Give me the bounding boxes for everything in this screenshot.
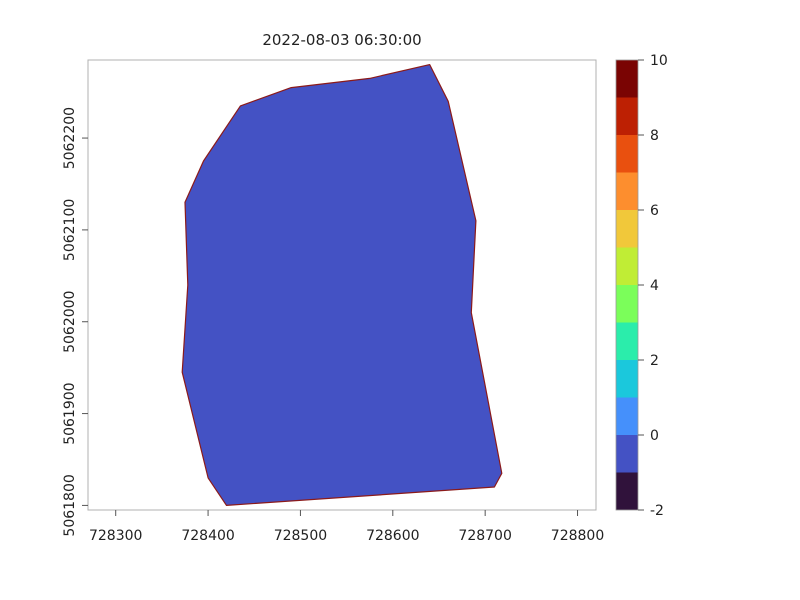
x-axis: 728300 728400 728500 728600 728700 728800	[89, 510, 604, 544]
x-tick-label: 728400	[181, 528, 234, 544]
y-tick-label: 5061800	[62, 474, 78, 536]
x-tick-label: 728300	[89, 528, 142, 544]
colorbar-tick-label: 0	[650, 428, 659, 444]
region-polygon	[181, 63, 503, 506]
y-tick-label: 5061900	[62, 382, 78, 444]
y-tick-label: 5062200	[62, 107, 78, 169]
colorbar-level	[616, 360, 638, 398]
y-tick-label: 5062000	[62, 291, 78, 353]
colorbar-level	[616, 210, 638, 248]
region-layer	[181, 63, 503, 506]
colorbar-level	[616, 322, 638, 360]
x-tick-label: 728800	[551, 528, 604, 544]
colorbar-tick-label: 2	[650, 353, 659, 369]
colorbar: -2 0 2 4 6 8 10	[615, 53, 668, 519]
colorbar-level	[616, 172, 638, 210]
x-tick-label: 728500	[274, 528, 327, 544]
colorbar-level	[616, 135, 638, 173]
colorbar-level	[616, 397, 638, 435]
x-tick-label: 728700	[458, 528, 511, 544]
colorbar-tick-label: 8	[650, 128, 659, 144]
colorbar-level	[616, 435, 638, 473]
colorbar-level	[616, 60, 638, 98]
y-axis: 5061800 5061900 5062000 5062100 5062200	[62, 107, 88, 537]
chart-title: 2022-08-03 06:30:00	[262, 31, 421, 49]
colorbar-tick-label: 4	[650, 278, 659, 294]
colorbar-level	[616, 247, 638, 285]
colorbar-level	[616, 97, 638, 135]
colorbar-tick-label: -2	[650, 503, 664, 519]
colorbar-level	[616, 472, 638, 510]
colorbar-tick-label: 6	[650, 203, 659, 219]
colorbar-tick-label: 10	[650, 53, 668, 69]
colorbar-level	[616, 285, 638, 323]
x-tick-label: 728600	[366, 528, 419, 544]
y-tick-label: 5062100	[62, 199, 78, 261]
